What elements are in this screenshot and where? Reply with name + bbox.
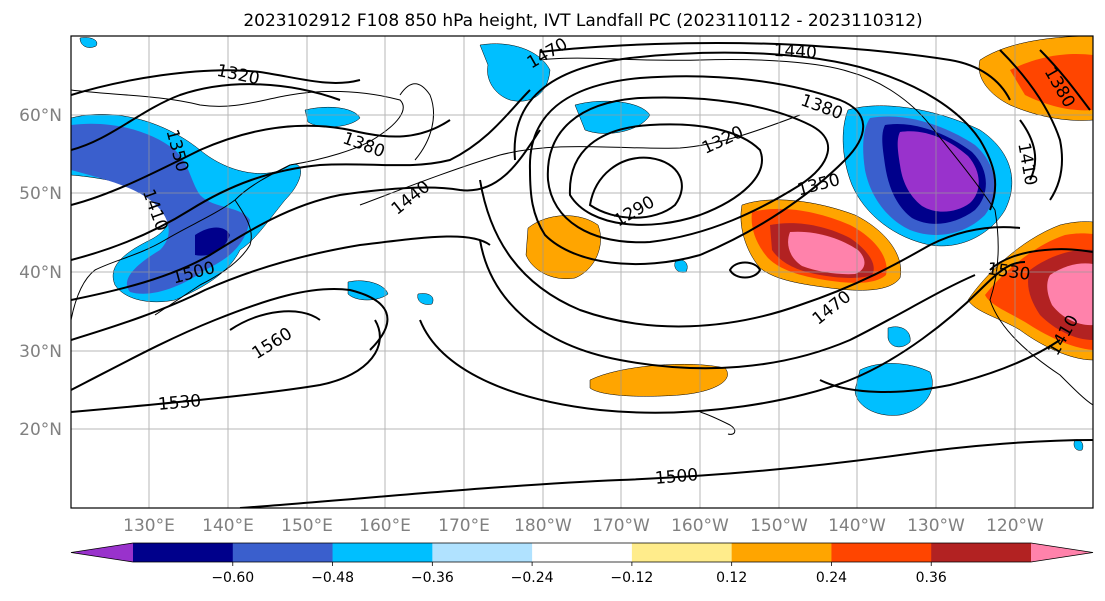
contour-1380-low	[528, 75, 865, 266]
lat-label-40n: 40°N	[19, 263, 62, 283]
colorbar-segment	[133, 543, 234, 562]
latitude-labels: 20°N 30°N 40°N 50°N 60°N	[19, 106, 62, 440]
contour-small-loop	[728, 261, 762, 279]
shade-blob-canada-red	[1010, 53, 1093, 111]
contour-1530-east	[419, 261, 1026, 414]
lat-label-50n: 50°N	[19, 184, 62, 204]
colorbar-extend-left	[71, 543, 133, 562]
colorbar-tick-label: 0.12	[716, 570, 747, 586]
shade-blob-small-2	[417, 293, 434, 305]
coastlines	[71, 57, 1093, 435]
contour-1440-ne	[1019, 119, 1037, 181]
shade-blob-east-1	[854, 363, 933, 416]
contour-label-19: 1500	[654, 465, 699, 489]
colorbar-outline	[70, 542, 1094, 563]
contour-1410-ne	[999, 49, 1063, 201]
map-title: 2023102912 F108 850 hPa height, IVT Land…	[243, 11, 922, 31]
shade-blob-south-orange	[589, 363, 728, 397]
contour-1380-ne	[1039, 49, 1091, 111]
colorbar-segment	[931, 543, 1032, 562]
lon-label-120w: 120°W	[986, 516, 1044, 536]
lon-label-140e: 140°E	[202, 516, 254, 536]
coastline-asia	[71, 89, 404, 321]
colorbar-tick-label: 0.24	[816, 570, 847, 586]
shade-blob-japan-inner	[195, 227, 230, 256]
lon-label-140w: 140°W	[828, 516, 886, 536]
contour-1320-low	[568, 123, 763, 226]
contour-1500-west	[71, 288, 389, 391]
lon-label-160w: 160°W	[671, 516, 729, 536]
colorbar-segment	[831, 543, 932, 562]
contour-label-9: 1440	[773, 41, 817, 63]
colorbar-segment	[232, 543, 334, 562]
contour-1410-west	[71, 89, 531, 261]
contour-1380-west	[71, 119, 451, 206]
map-frame	[70, 35, 1094, 509]
shade-blob-uswest-pink	[1047, 263, 1093, 326]
shade-blob-ne-pac-pink	[788, 231, 865, 275]
lon-label-180w: 180°W	[514, 516, 572, 536]
coastline-kamchatka	[399, 83, 434, 161]
contour-1470-se	[819, 339, 1061, 393]
colorbar-tick-label: −0.48	[311, 570, 354, 586]
shade-blob-small-1	[347, 280, 389, 301]
lon-label-160e: 160°E	[359, 516, 411, 536]
lat-label-20n: 20°N	[19, 420, 62, 440]
coastline-aleutians	[359, 114, 801, 206]
contour-1320-north	[71, 69, 361, 96]
contour-1470-east	[479, 179, 1021, 328]
colorbar-tick-label: −0.12	[610, 570, 653, 586]
shade-blob-top-left	[79, 37, 98, 48]
colorbar-segment	[631, 543, 733, 562]
contour-1440-east	[539, 41, 1011, 101]
colorbar-segment	[532, 543, 633, 562]
contour-1350-low	[546, 96, 830, 244]
coastline-hawaii	[699, 411, 736, 435]
lon-label-130w: 130°W	[907, 516, 965, 536]
contour-1350-west	[71, 83, 341, 151]
contour-1560-west	[229, 310, 321, 331]
colorbar-segment	[332, 543, 433, 562]
colorbar: −0.60 −0.48 −0.36 −0.24 −0.12 0.12 0.24 0.36	[70, 542, 1094, 586]
contour-1530-ne	[989, 248, 1093, 271]
lon-label-150e: 150°E	[281, 516, 333, 536]
colorbar-tick-label: −0.60	[211, 570, 254, 586]
contour-1470-west	[71, 235, 491, 341]
lat-label-60n: 60°N	[19, 106, 62, 126]
shade-blob-east-2	[887, 326, 911, 348]
shaded-field	[71, 36, 1093, 451]
coastline-japan	[154, 199, 252, 316]
contour-1410-east	[513, 51, 997, 211]
map-panel: 1320 1350 1380 1410 1440 1470 1500 1560 …	[70, 35, 1094, 509]
lon-label-170w: 170°W	[592, 516, 650, 536]
shade-blob-gulf-alaska-purple	[897, 131, 979, 212]
colorbar-tick-label: −0.24	[511, 570, 554, 586]
lat-label-30n: 30°N	[19, 342, 62, 362]
colorbar-tick-label: 0.36	[916, 570, 947, 586]
contour-1500-east	[479, 239, 976, 370]
colorbar-extend-right	[1031, 543, 1093, 562]
contour-1440-west	[71, 129, 541, 301]
contour-1290-low	[588, 156, 683, 219]
coastline-alaska	[539, 57, 996, 211]
contour-label-8: 1530	[157, 391, 202, 415]
contour-1530-west	[71, 319, 381, 413]
lon-label-150w: 150°W	[750, 516, 808, 536]
lon-label-170e: 170°E	[438, 516, 490, 536]
contour-1500-south	[239, 439, 1093, 508]
colorbar-segment	[432, 543, 533, 562]
coastline-na-west	[989, 209, 1093, 406]
height-contours	[71, 41, 1093, 508]
lon-label-130e: 130°E	[123, 516, 175, 536]
longitude-labels: 130°E 140°E 150°E 160°E 170°E 180°W 170°…	[123, 516, 1044, 536]
colorbar-tick-label: −0.36	[411, 570, 454, 586]
shade-blob-bering-1	[479, 43, 551, 102]
colorbar-segment	[731, 543, 832, 562]
